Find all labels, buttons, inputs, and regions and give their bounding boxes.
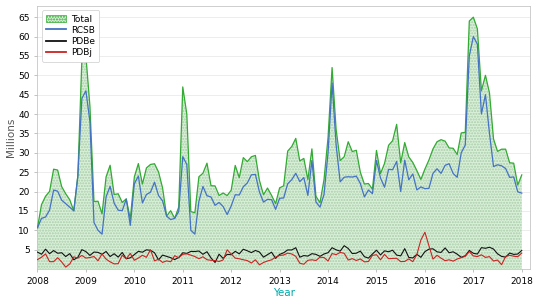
PDBe [147, 248, 154, 252]
Line: RCSB: RCSB [37, 36, 522, 234]
PDBj [494, 258, 501, 262]
PDBe [494, 252, 501, 256]
PDBe [83, 250, 89, 254]
Total [34, 226, 40, 230]
RCSB [470, 35, 477, 38]
Total [240, 156, 247, 160]
RCSB [83, 89, 89, 93]
X-axis label: Year: Year [273, 288, 295, 299]
Total [147, 163, 154, 166]
PDBj [365, 260, 372, 263]
RCSB [518, 191, 525, 195]
PDBj [244, 259, 251, 262]
Y-axis label: Millions: Millions [5, 118, 16, 157]
PDBj [422, 230, 428, 234]
PDBj [151, 259, 158, 263]
PDBj [341, 251, 347, 255]
RCSB [34, 226, 40, 230]
Total [490, 137, 497, 141]
Legend: Total, RCSB, PDBe, PDBj: Total, RCSB, PDBe, PDBj [42, 10, 99, 62]
PDBe [518, 249, 525, 252]
Total [470, 16, 477, 19]
Total [361, 182, 368, 186]
PDBe [244, 249, 251, 253]
Total [337, 159, 343, 162]
Line: PDBe: PDBe [37, 246, 522, 262]
RCSB [151, 180, 158, 184]
Total [518, 173, 525, 177]
PDBe [345, 247, 352, 250]
PDBj [63, 265, 69, 269]
PDBj [518, 251, 525, 255]
Line: PDBj: PDBj [37, 232, 522, 267]
RCSB [99, 232, 105, 236]
RCSB [341, 175, 347, 179]
RCSB [494, 163, 501, 167]
PDBj [87, 256, 93, 259]
Line: Total: Total [37, 17, 522, 228]
PDBe [369, 252, 376, 256]
RCSB [244, 181, 251, 185]
RCSB [365, 188, 372, 192]
PDBe [341, 244, 347, 247]
PDBe [212, 261, 218, 264]
PDBe [34, 250, 40, 254]
PDBj [34, 258, 40, 261]
Total [83, 54, 89, 58]
